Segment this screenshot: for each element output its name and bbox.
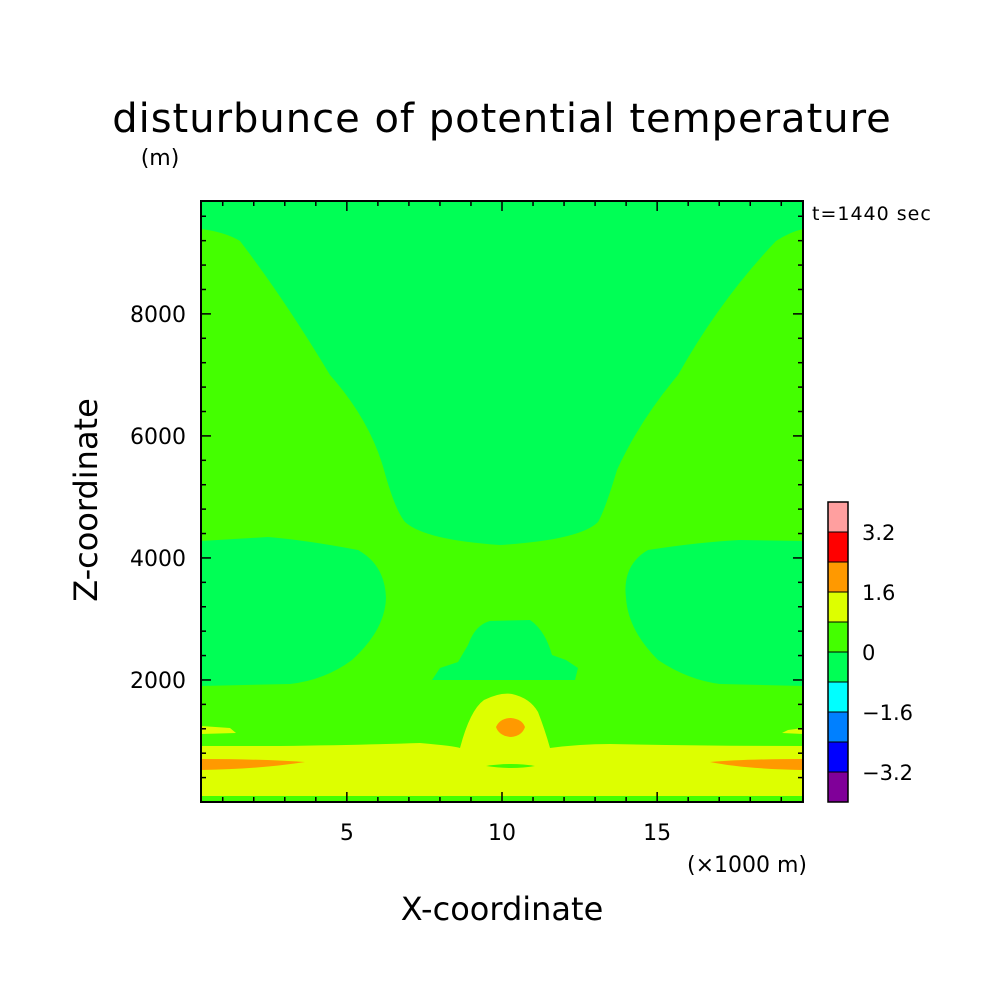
colorbar-swatch [828,502,848,532]
axis-tick-labels: 5 10 15 2000 4000 6000 8000 [130,303,671,846]
y-tick-label: 2000 [130,669,186,694]
colorbar-swatch [828,712,848,742]
y-tick-label: 6000 [130,425,186,450]
y-axis-title: Z-coordinate [67,398,105,602]
colorbar-swatch [828,622,848,652]
y-tick-label: 4000 [130,547,186,572]
colorbar-swatch [828,592,848,622]
right-edge-sliver [782,728,803,734]
left-warm-streak [201,759,305,770]
lowlevel-band-region [201,693,803,796]
colorbar-swatch [828,532,848,562]
colorbar-swatch [828,682,848,712]
x-unit-label: (×1000 m) [687,853,807,878]
colorbar-label: −3.2 [862,761,913,785]
chart-title: disturbunce of potential temperature [112,96,892,142]
axis-ticks [201,201,803,802]
x-tick-label: 10 [488,821,516,846]
warm-core-region [496,718,525,737]
colorbar-swatch [828,742,848,772]
center-cap-region [432,620,578,680]
time-label: t=1440 sec [812,203,932,225]
colorbar-label: 0 [862,641,875,665]
colorbar-swatch [828,562,848,592]
x-tick-label: 5 [340,821,354,846]
colorbar-label: 3.2 [862,521,895,545]
contour-plot-area [201,201,803,802]
upper-wedge-region [201,201,803,545]
y-unit-label: (m) [141,146,180,171]
x-axis-title: X-coordinate [401,890,604,928]
y-tick-label: 8000 [130,303,186,328]
x-tick-label: 15 [643,821,671,846]
colorbar-swatch [828,652,848,682]
right-warm-streak [710,759,803,770]
left-lobe-region [201,537,386,686]
colorbar-label: −1.6 [862,701,913,725]
left-edge-sliver [201,726,236,734]
center-cool-streak [486,764,535,768]
colorbar-label: 1.6 [862,581,895,605]
colorbar: −3.2 −1.6 0 1.6 3.2 [827,501,913,803]
right-lobe-region [625,540,803,686]
colorbar-swatch [828,772,848,802]
